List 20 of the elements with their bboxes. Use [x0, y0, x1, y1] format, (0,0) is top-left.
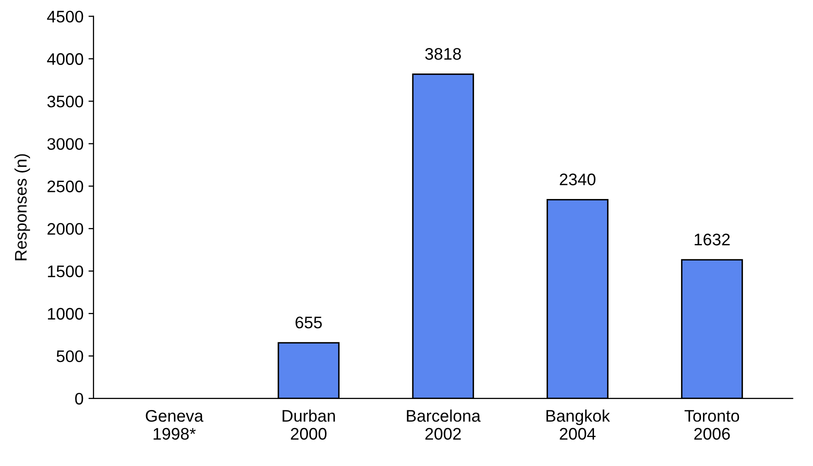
data-label: 655: [296, 316, 322, 328]
y-tick-label: 1000: [48, 308, 84, 320]
y-tick-label: 3000: [47, 138, 84, 150]
y-tick-label: 2500: [48, 180, 84, 192]
x-tick-label: Toronto 2006: [684, 410, 740, 440]
y-tick-label: 4000: [47, 53, 84, 65]
data-label: 1632: [694, 234, 730, 246]
y-tick-label: 2000: [48, 223, 84, 235]
y-tick-label: 4500: [47, 10, 84, 23]
y-tick-label: 1500: [48, 265, 84, 278]
data-label: 3818: [425, 48, 461, 60]
y-tick-label: 500: [56, 350, 84, 362]
x-tick-label: Durban 2000: [282, 410, 335, 440]
y-axis-title: Responses (n): [14, 154, 30, 260]
x-tick-label: Barcelona 2002: [406, 410, 481, 440]
data-label: 2340: [560, 174, 596, 186]
x-tick-label: Bangkok 2004: [546, 410, 610, 440]
y-tick-label: 3500: [47, 96, 84, 108]
y-tick-label: 0: [75, 392, 84, 405]
x-tick-label: Geneva 1998*: [146, 410, 204, 440]
